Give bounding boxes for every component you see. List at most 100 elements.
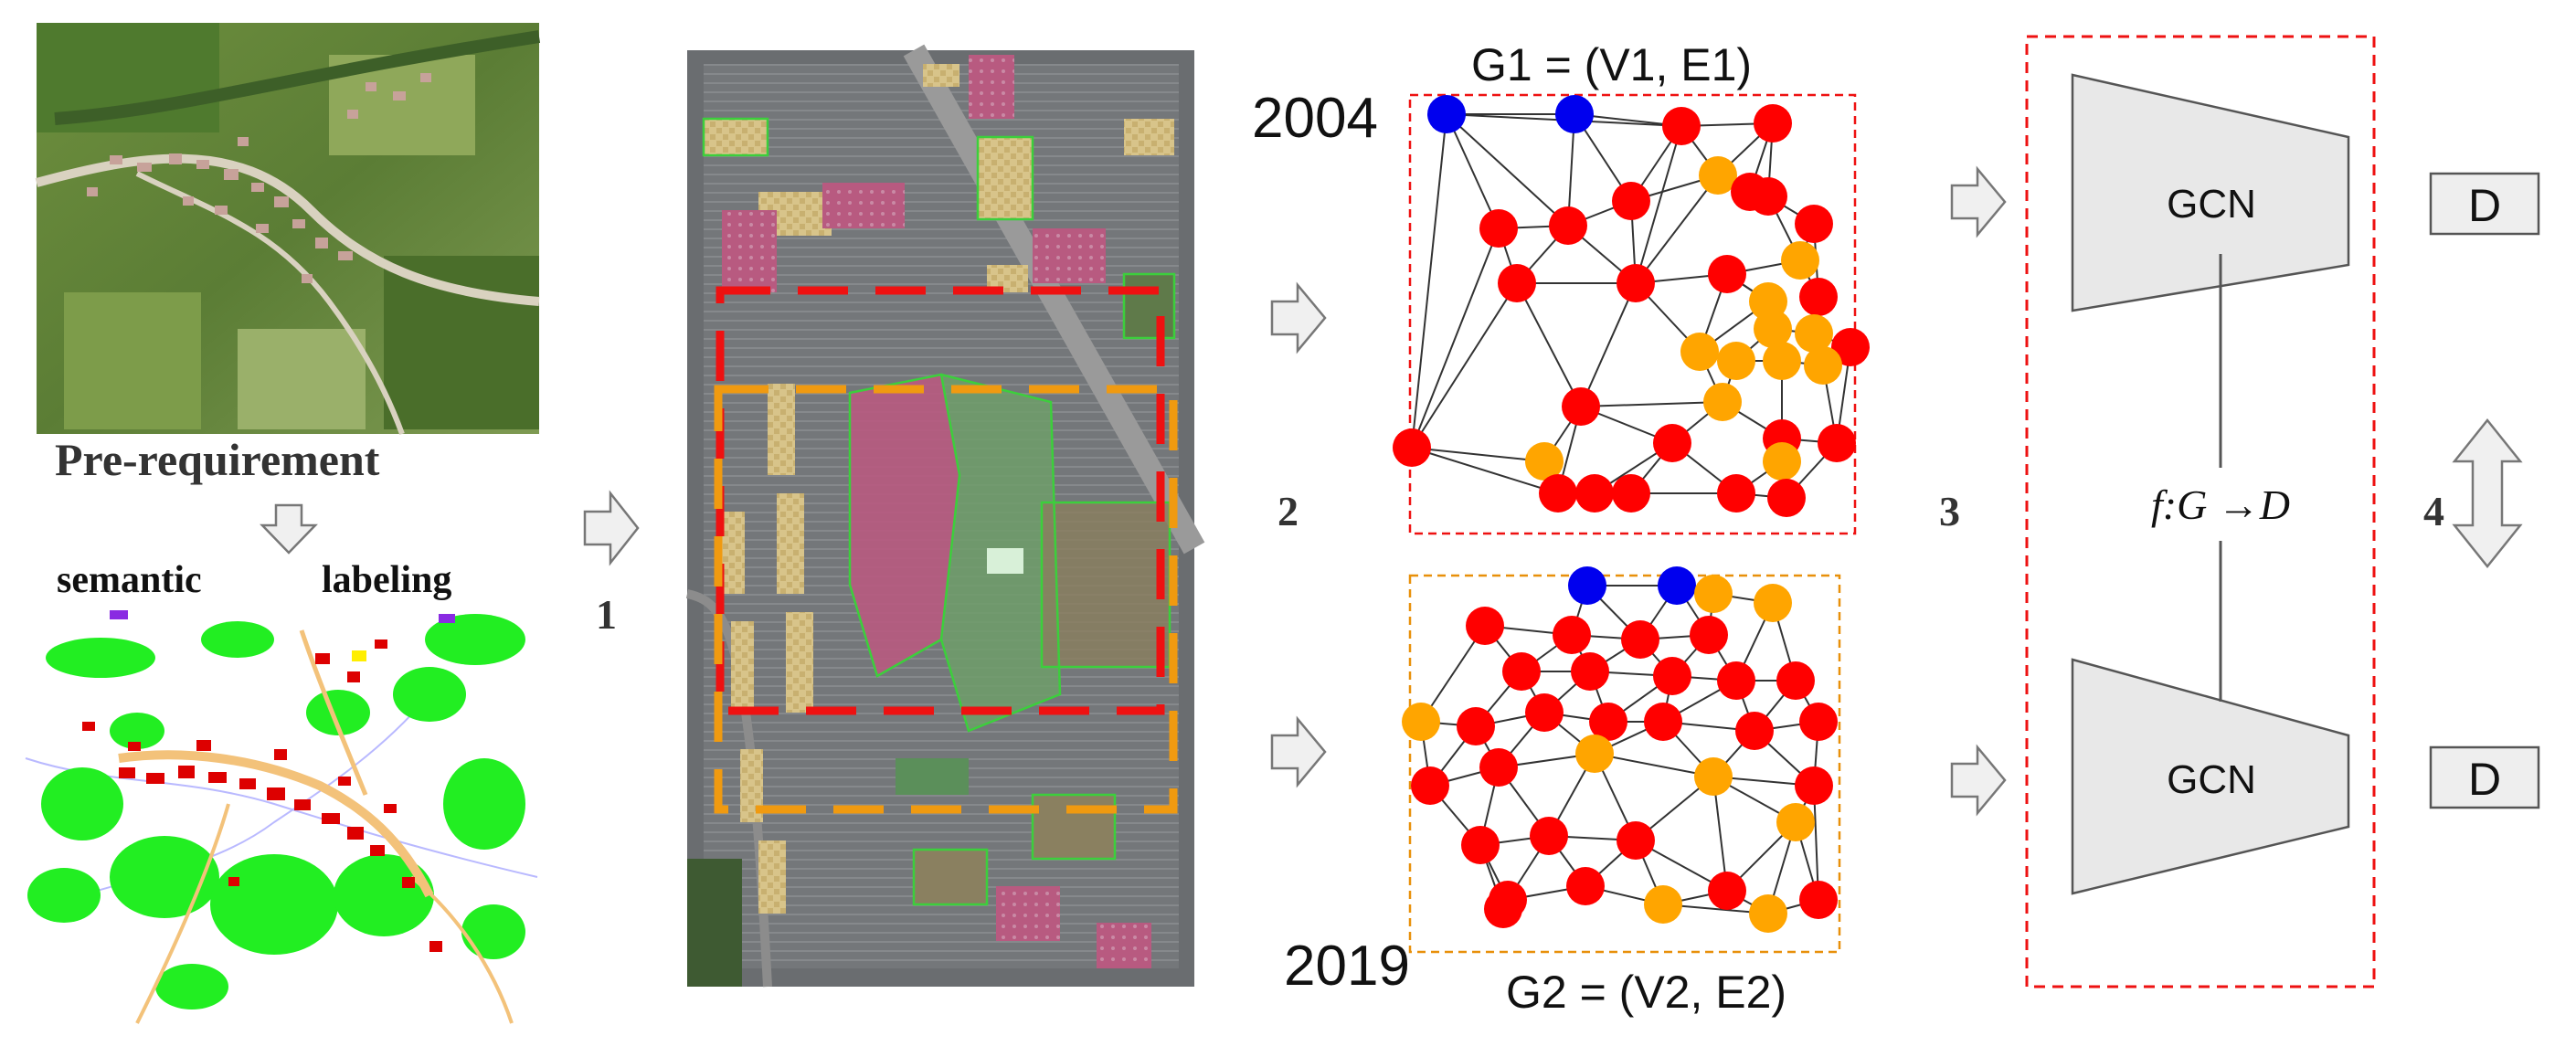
gcn-top-block	[2071, 73, 2350, 312]
graph-edge	[1420, 625, 1486, 723]
graph-node	[1502, 652, 1541, 691]
graph-node	[1767, 479, 1806, 517]
graph2-box	[1408, 574, 1841, 954]
graph-node	[1402, 703, 1440, 741]
graph-node	[1539, 474, 1577, 513]
aerial-commercial-image	[685, 44, 1205, 988]
graph-node	[1662, 107, 1701, 145]
graph-node	[1644, 885, 1682, 924]
graph-node	[1555, 95, 1594, 133]
graph-node	[1754, 584, 1792, 622]
graph-node	[1571, 652, 1609, 691]
step2-arrow-bottom-icon	[1270, 715, 1327, 788]
step3-label: 3	[1939, 488, 1960, 534]
graph-edge	[1580, 401, 1723, 407]
graph-node	[1754, 104, 1792, 143]
down-arrow-icon	[260, 503, 318, 555]
step3-arrow-top-icon	[1950, 165, 2007, 238]
graph1-box	[1408, 93, 1857, 535]
graph-2019	[1402, 566, 1838, 933]
graph-node	[1568, 566, 1606, 605]
graph-node	[1694, 757, 1733, 796]
graph-edge	[1580, 282, 1637, 407]
graph-edge	[1411, 282, 1518, 449]
graph-node	[1530, 817, 1568, 855]
step3-arrow-bottom-icon	[1950, 744, 2007, 817]
graph-node	[1763, 442, 1801, 481]
graph-node	[1690, 616, 1728, 654]
graph-node	[1804, 346, 1842, 385]
graph-node	[1427, 95, 1466, 133]
step1-arrow-icon	[583, 490, 640, 566]
graph-node	[1589, 703, 1627, 741]
graph-node	[1708, 872, 1746, 910]
gcn-bottom-block	[2071, 658, 2350, 895]
graph-node	[1612, 474, 1650, 513]
graph-node	[1457, 707, 1495, 745]
graph-node	[1658, 566, 1696, 605]
graph-node	[1795, 766, 1833, 805]
graph-2004	[1393, 95, 1870, 517]
graph-node	[1776, 661, 1815, 700]
graph-node	[1831, 328, 1870, 366]
graph-node	[1763, 342, 1801, 380]
graph-edge	[1411, 227, 1500, 449]
graph-node	[1749, 894, 1787, 933]
graph-node	[1525, 442, 1564, 481]
gcn-bottom-label: GCN	[2167, 757, 2256, 802]
step1-label: 1	[596, 591, 617, 638]
graph-node	[1754, 310, 1792, 348]
graph-node	[1562, 387, 1600, 426]
graph-node	[1484, 890, 1522, 928]
graph-node	[1653, 424, 1691, 462]
graph-node	[1735, 712, 1774, 750]
step2-label: 2	[1277, 488, 1299, 534]
graph1-label: G1 = (V1, E1)	[1471, 39, 1752, 90]
output-d-top-label: D	[2468, 180, 2501, 231]
graph-node	[1575, 735, 1614, 773]
pre-requirement-label: Pre-requirement	[55, 434, 380, 485]
graph-node	[1749, 177, 1787, 216]
graph-edge	[1446, 113, 1569, 227]
graph-edge	[1411, 447, 1559, 494]
graph-node	[1799, 881, 1838, 919]
graph-node	[1776, 803, 1815, 841]
graph-node	[1461, 826, 1500, 864]
semantic-label-map	[25, 610, 538, 1024]
graph-edge	[1516, 282, 1582, 407]
graph-edge	[1635, 174, 1719, 284]
graph-node	[1799, 278, 1838, 316]
graph-node	[1525, 693, 1564, 732]
graph-node	[1566, 867, 1605, 905]
output-d-top	[2429, 172, 2540, 236]
graph-node	[1703, 383, 1742, 421]
graph-node	[1717, 342, 1755, 380]
graph-node	[1653, 657, 1691, 695]
output-d-bottom	[2429, 745, 2540, 809]
graph-node	[1553, 616, 1591, 654]
graph-node	[1479, 748, 1518, 787]
aerial-village-image	[35, 23, 541, 436]
graph-node	[1575, 474, 1614, 513]
graph-node	[1621, 620, 1659, 659]
graph-node	[1411, 766, 1449, 805]
graph-node	[1680, 333, 1719, 371]
step2-arrow-top-icon	[1270, 281, 1327, 354]
graph-node	[1708, 255, 1746, 293]
region-2019-box	[714, 385, 1178, 814]
graph-node	[1617, 821, 1655, 860]
graph-node	[1795, 205, 1833, 243]
gcn-siamese-box	[2025, 35, 2376, 988]
graph-node	[1498, 264, 1536, 302]
graph-node	[1717, 661, 1755, 700]
graph-node	[1717, 474, 1755, 513]
graph-node	[1644, 703, 1682, 741]
graph-node	[1799, 703, 1838, 741]
year-2004-label: 2004	[1252, 87, 1378, 150]
graph-node	[1694, 575, 1733, 613]
graph-node	[1699, 156, 1737, 195]
graph-node	[1795, 314, 1833, 353]
graph2-label: G2 = (V2, E2)	[1506, 967, 1786, 1018]
graph-node	[1549, 206, 1587, 245]
graph-node	[1479, 209, 1518, 248]
